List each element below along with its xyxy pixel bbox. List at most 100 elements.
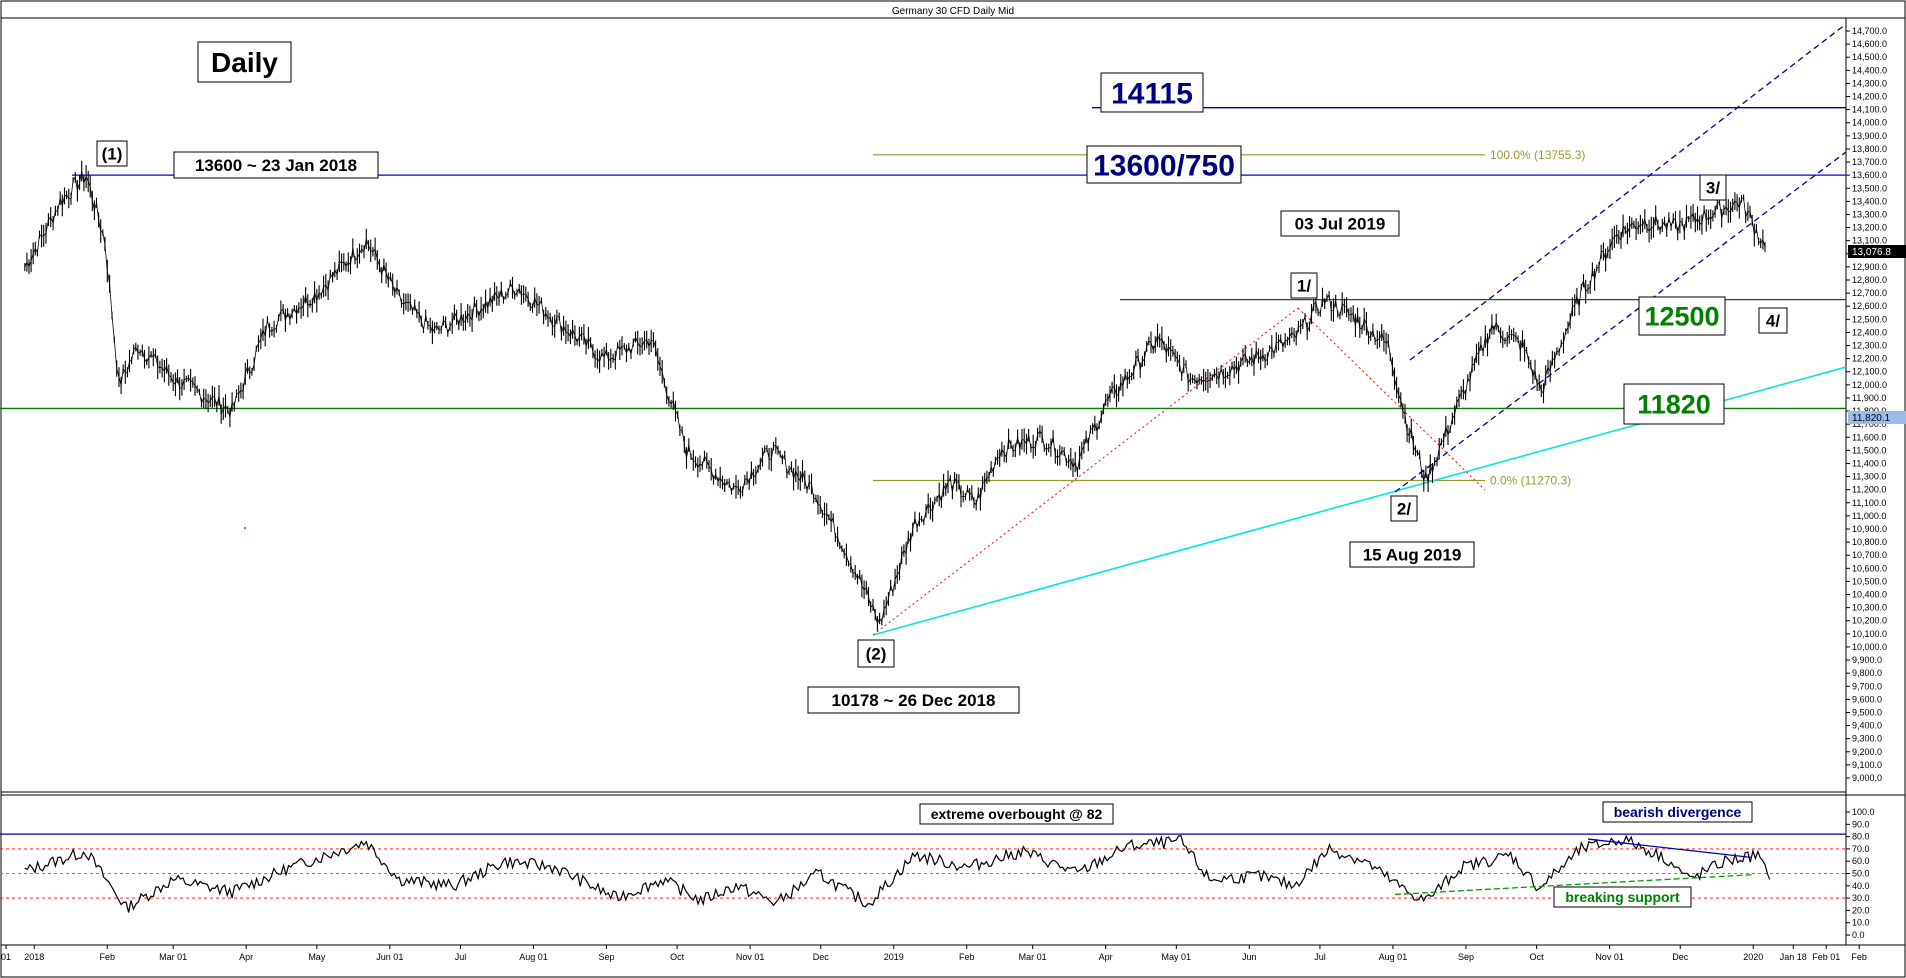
price-tick-label: 10,100.0 — [1852, 629, 1887, 639]
x-tick-label: Jun 01 — [376, 952, 403, 962]
svg-text:(1): (1) — [102, 145, 123, 164]
price-tick-label: 13,800.0 — [1852, 144, 1887, 154]
price-tick-label: 11,900.0 — [1852, 393, 1886, 403]
x-tick-label: Mar 01 — [159, 952, 187, 962]
x-tick-label: Feb — [1851, 952, 1867, 962]
price-tick-label: 12,400.0 — [1852, 327, 1887, 337]
label-14115: 14115 — [1100, 72, 1204, 113]
price-tick-label: 10,200.0 — [1852, 616, 1887, 626]
price-tick-label: 14,100.0 — [1852, 105, 1887, 115]
label-10178-26dec2018: 10178 ~ 26 Dec 2018 — [807, 686, 1020, 714]
price-tick-label: 13,300.0 — [1852, 209, 1887, 219]
x-tick-label: Dec — [813, 952, 830, 962]
svg-text:3/: 3/ — [1706, 179, 1720, 198]
timeframe-label: Daily — [197, 41, 292, 83]
price-tick-label: 12,500.0 — [1852, 314, 1887, 324]
svg-text:11,820.1: 11,820.1 — [1852, 413, 1891, 424]
rsi-line — [24, 834, 1771, 913]
wave-label-2-slash: 2/ — [1390, 495, 1418, 522]
price-tick-label: 11,600.0 — [1852, 432, 1886, 442]
rsi-tick-label: 0.0 — [1852, 930, 1865, 940]
price-tick-label: 11,500.0 — [1852, 445, 1886, 455]
last-price-tag: 13,076.8 — [1848, 245, 1906, 258]
rsi-tick-label: 40.0 — [1852, 881, 1870, 891]
price-tick-label: 10,500.0 — [1852, 576, 1887, 586]
x-tick-label: 2020 — [1743, 952, 1763, 962]
price-tick-label: 14,400.0 — [1852, 65, 1887, 75]
price-tick-label: 12,000.0 — [1852, 380, 1887, 390]
rsi-tick-label: 90.0 — [1852, 819, 1870, 829]
svg-text:12500: 12500 — [1644, 302, 1719, 332]
wave-label-2: (2) — [857, 639, 895, 668]
x-tick-label: Nov 01 — [1595, 952, 1624, 962]
wave-label-4-slash: 4/ — [1758, 307, 1788, 334]
price-tick-label: 9,000.0 — [1852, 773, 1882, 783]
svg-text:bearish divergence: bearish divergence — [1614, 804, 1742, 820]
price-tick-label: 10,400.0 — [1852, 590, 1887, 600]
fib-diagonal-up — [872, 307, 1299, 636]
price-line — [24, 171, 1766, 625]
svg-text:13,076.8: 13,076.8 — [1852, 247, 1891, 258]
channel-lower — [1394, 151, 1847, 493]
price-tick-label: 14,700.0 — [1852, 26, 1887, 36]
price-tick-label: 12,100.0 — [1852, 367, 1887, 377]
x-tick-label: Oct — [1530, 952, 1545, 962]
x-tick-label: Nov 01 — [736, 952, 765, 962]
price-tick-label: 9,100.0 — [1852, 760, 1882, 770]
price-tick-label: 10,300.0 — [1852, 603, 1887, 613]
support-trendline — [1394, 874, 1753, 896]
x-tick-label: 2019 — [884, 952, 904, 962]
svg-text:13600/750: 13600/750 — [1093, 149, 1235, 182]
x-tick-label: Aug 01 — [1379, 952, 1408, 962]
price-tick-label: 12,600.0 — [1852, 301, 1887, 311]
price-tick-label: 13,700.0 — [1852, 157, 1887, 167]
price-tick-label: 9,200.0 — [1852, 747, 1882, 757]
price-tick-label: 12,300.0 — [1852, 341, 1887, 351]
svg-text:10178 ~ 26 Dec 2018: 10178 ~ 26 Dec 2018 — [831, 691, 995, 710]
price-tick-label: 13,600.0 — [1852, 170, 1887, 180]
x-tick-label: Jan 18 — [1780, 952, 1807, 962]
x-tick-label: Dec — [1672, 952, 1689, 962]
price-tick-label: 9,300.0 — [1852, 734, 1882, 744]
price-tick-label: 9,500.0 — [1852, 707, 1882, 717]
x-tick-label: Sep — [598, 952, 614, 962]
price-tick-label: 14,300.0 — [1852, 78, 1887, 88]
rsi-tick-label: 10.0 — [1852, 918, 1870, 928]
svg-text:15 Aug 2019: 15 Aug 2019 — [1363, 546, 1462, 565]
fib-label: 100.0% (13755.3) — [1490, 148, 1585, 162]
rsi-tick-label: 60.0 — [1852, 856, 1870, 866]
rsi-tick-label: 80.0 — [1852, 832, 1870, 842]
support-price-tag: 11,820.1 — [1848, 411, 1906, 424]
label-12500: 12500 — [1638, 296, 1726, 336]
x-tick-label: Oct — [670, 952, 685, 962]
x-tick-label: May — [308, 952, 326, 962]
price-tick-label: 11,700.0 — [1852, 419, 1886, 429]
x-tick-label: Feb — [959, 952, 975, 962]
price-tick-label: 11,100.0 — [1852, 498, 1886, 508]
price-tick-label: 9,600.0 — [1852, 694, 1882, 704]
price-tick-label: 11,300.0 — [1852, 472, 1886, 482]
price-tick-label: 11,000.0 — [1852, 511, 1886, 521]
price-tick-label: 12,900.0 — [1852, 262, 1887, 272]
price-tick-label: 9,400.0 — [1852, 721, 1882, 731]
x-tick-label: Feb 01 — [1812, 952, 1840, 962]
price-tick-label: 12,200.0 — [1852, 354, 1887, 364]
price-tick-label: 14,000.0 — [1852, 118, 1887, 128]
price-tick-label: 14,500.0 — [1852, 52, 1887, 62]
price-tick-label: 10,800.0 — [1852, 537, 1887, 547]
svg-text:11820: 11820 — [1637, 390, 1711, 420]
x-tick-label: Sep — [1458, 952, 1474, 962]
price-tick-label: 14,200.0 — [1852, 92, 1887, 102]
price-tick-label: 10,600.0 — [1852, 563, 1887, 573]
price-tick-label: 10,700.0 — [1852, 550, 1887, 560]
x-tick-label: Mar 01 — [1019, 952, 1047, 962]
label-extreme-overbought: extreme overbought @ 82 — [919, 803, 1114, 825]
rsi-tick-label: 100.0 — [1852, 807, 1875, 817]
chart-title: Germany 30 CFD Daily Mid — [892, 6, 1014, 17]
svg-text:03 Jul 2019: 03 Jul 2019 — [1295, 215, 1386, 234]
rsi-tick-label: 30.0 — [1852, 893, 1870, 903]
price-tick-label: 13,100.0 — [1852, 236, 1887, 246]
label-13600-23jan2018: 13600 ~ 23 Jan 2018 — [173, 151, 379, 179]
wave-label-1: (1) — [96, 140, 128, 167]
svg-text:4/: 4/ — [1766, 312, 1780, 331]
